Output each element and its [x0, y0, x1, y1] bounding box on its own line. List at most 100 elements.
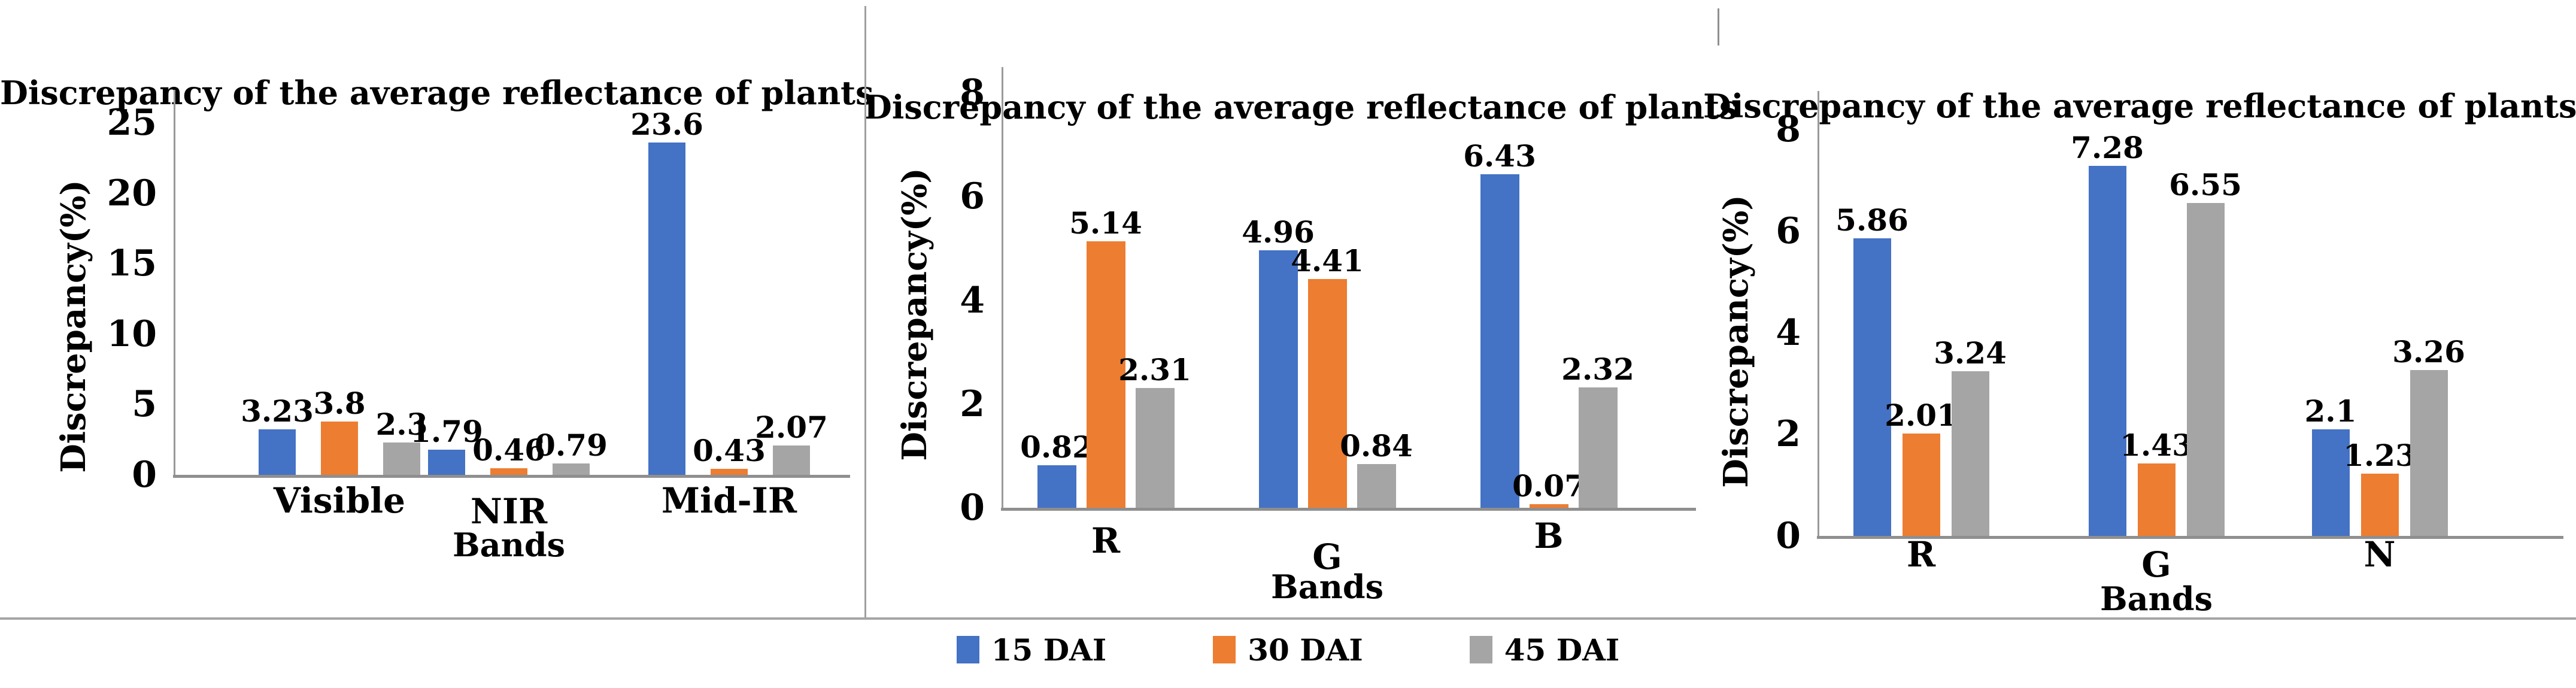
- bar: [1480, 174, 1519, 508]
- chart-title: Discrepancy of the average reflectance o…: [1703, 87, 2576, 125]
- y-tick-label: 8: [960, 72, 985, 114]
- bar: [648, 142, 685, 475]
- chart-panel-bands: Discrepancy of the average reflectance o…: [0, 0, 874, 688]
- legend-item: 15 DAI: [956, 632, 1107, 668]
- y-tick-label: 4: [1776, 311, 1801, 354]
- x-axis-title: Bands: [2099, 580, 2213, 618]
- legend-color-swatch: [956, 636, 979, 663]
- legend-item: 30 DAI: [1213, 632, 1363, 668]
- y-tick-label: 6: [960, 175, 985, 218]
- bar: [1578, 387, 1618, 508]
- bar: [2186, 203, 2225, 536]
- bar: [1853, 238, 1891, 536]
- bar-value-label: 0.79: [535, 428, 608, 463]
- chart-panel-rgn: Discrepancy of the average reflectance o…: [1703, 0, 2576, 688]
- bar-value-label: 3.24: [1934, 335, 2007, 371]
- x-category-label: Visible: [273, 480, 406, 521]
- bar-value-label: 0.84: [1340, 428, 1413, 464]
- plot-area: 0 5 10 15 20 25 3.23 1.79 23.6 3.8 0.46 0.43 2.3 0.79…: [0, 0, 864, 688]
- x-category-label: NIR: [470, 491, 548, 532]
- bar-value-label: 3.26: [2392, 334, 2465, 370]
- y-tick-label: 0: [960, 487, 985, 529]
- bar: [1357, 464, 1396, 508]
- bar-value-label: 7.28: [2071, 130, 2144, 166]
- legend-label: 15 DAI: [991, 632, 1107, 668]
- chart-panel-rgb: Discrepancy of the average reflectance o…: [864, 0, 1738, 688]
- y-tick-label: 6: [1776, 210, 1801, 252]
- bar-value-label: 2.07: [755, 410, 828, 445]
- bar: [2360, 473, 2399, 536]
- bar: [1951, 371, 1989, 536]
- bar: [383, 442, 420, 475]
- legend-label: 30 DAI: [1248, 632, 1363, 668]
- plot-area: 0 2 4 6 8 5.86 7.28 2.1 2.01 1.43 1.23 3.24 6.55 3.26…: [1703, 0, 2576, 688]
- bar: [2311, 429, 2350, 536]
- bar-value-label: 1.79: [410, 413, 483, 449]
- chart-title: Discrepancy of the average reflectance o…: [0, 74, 874, 112]
- legend-label: 45 DAI: [1504, 632, 1620, 668]
- x-category-label: R: [1906, 534, 1936, 575]
- legend-color-swatch: [1469, 636, 1492, 663]
- bar-value-label: 4.96: [1242, 214, 1315, 250]
- bar: [553, 463, 590, 475]
- bar: [1902, 434, 1940, 536]
- x-category-label: R: [1091, 520, 1121, 561]
- y-tick-label: 2: [1776, 413, 1801, 456]
- y-tick-label: 8: [1776, 108, 1801, 150]
- y-axis-line: [174, 90, 175, 478]
- bar-value-label: 2.32: [1561, 351, 1634, 387]
- y-tick-label: 2: [960, 383, 985, 425]
- bar-value-label: 0.46: [472, 432, 545, 468]
- bar-value-label: 1.23: [2343, 437, 2416, 473]
- bar: [2088, 166, 2126, 536]
- x-category-label: G: [2141, 544, 2171, 585]
- bar: [1307, 278, 1347, 508]
- x-axis-line: [1817, 536, 2563, 539]
- bar: [711, 468, 748, 475]
- bar-value-label: 0.43: [693, 432, 766, 468]
- x-category-label: Mid-IR: [661, 480, 797, 521]
- bar-value-label: 4.41: [1291, 243, 1364, 278]
- bar-value-label: 5.86: [1835, 202, 1909, 238]
- x-axis-line: [1001, 508, 1696, 511]
- bar-value-label: 5.14: [1069, 205, 1142, 241]
- y-tick-label: 15: [107, 243, 157, 285]
- bar-value-label: 6.43: [1463, 138, 1536, 174]
- y-tick-label: 4: [960, 279, 985, 322]
- bar-value-label: 0.82: [1020, 429, 1093, 465]
- bar: [1037, 465, 1076, 508]
- x-category-label: B: [1534, 516, 1564, 556]
- bar: [321, 421, 358, 475]
- x-category-label: N: [2363, 534, 2396, 575]
- y-axis-line: [1818, 91, 1819, 539]
- bar-value-label: 0.07: [1512, 468, 1585, 504]
- bar: [1086, 241, 1125, 508]
- bar: [428, 449, 465, 475]
- bar-value-label: 2.3: [375, 406, 428, 442]
- x-category-label: G: [1312, 537, 1342, 577]
- legend-color-swatch: [1213, 636, 1236, 663]
- bar-value-label: 2.01: [1885, 398, 1958, 434]
- bar-value-label: 3.8: [313, 385, 366, 421]
- bar-value-label: 3.23: [241, 393, 314, 429]
- y-tick-label: 25: [107, 102, 157, 144]
- panel-divider: [864, 6, 866, 618]
- y-tick-label: 0: [1776, 515, 1801, 557]
- panel-divider-tick: [1718, 8, 1719, 46]
- legend-item: 45 DAI: [1469, 632, 1620, 668]
- bar-value-label: 2.31: [1118, 351, 1191, 387]
- y-tick-label: 0: [132, 454, 157, 496]
- legend: 15 DAI 30 DAI 45 DAI: [0, 629, 2576, 671]
- bar-value-label: 6.55: [2169, 167, 2242, 203]
- bar: [1529, 504, 1568, 508]
- bar: [1135, 387, 1175, 508]
- bar: [1258, 250, 1298, 508]
- y-tick-label: 5: [132, 383, 157, 426]
- bar: [773, 445, 810, 475]
- x-axis-line: [173, 475, 850, 478]
- x-axis-title: Bands: [1270, 568, 1384, 606]
- bar-value-label: 1.43: [2120, 427, 2193, 463]
- chart-title: Discrepancy of the average reflectance o…: [864, 88, 1738, 126]
- y-axis-line: [1002, 67, 1003, 511]
